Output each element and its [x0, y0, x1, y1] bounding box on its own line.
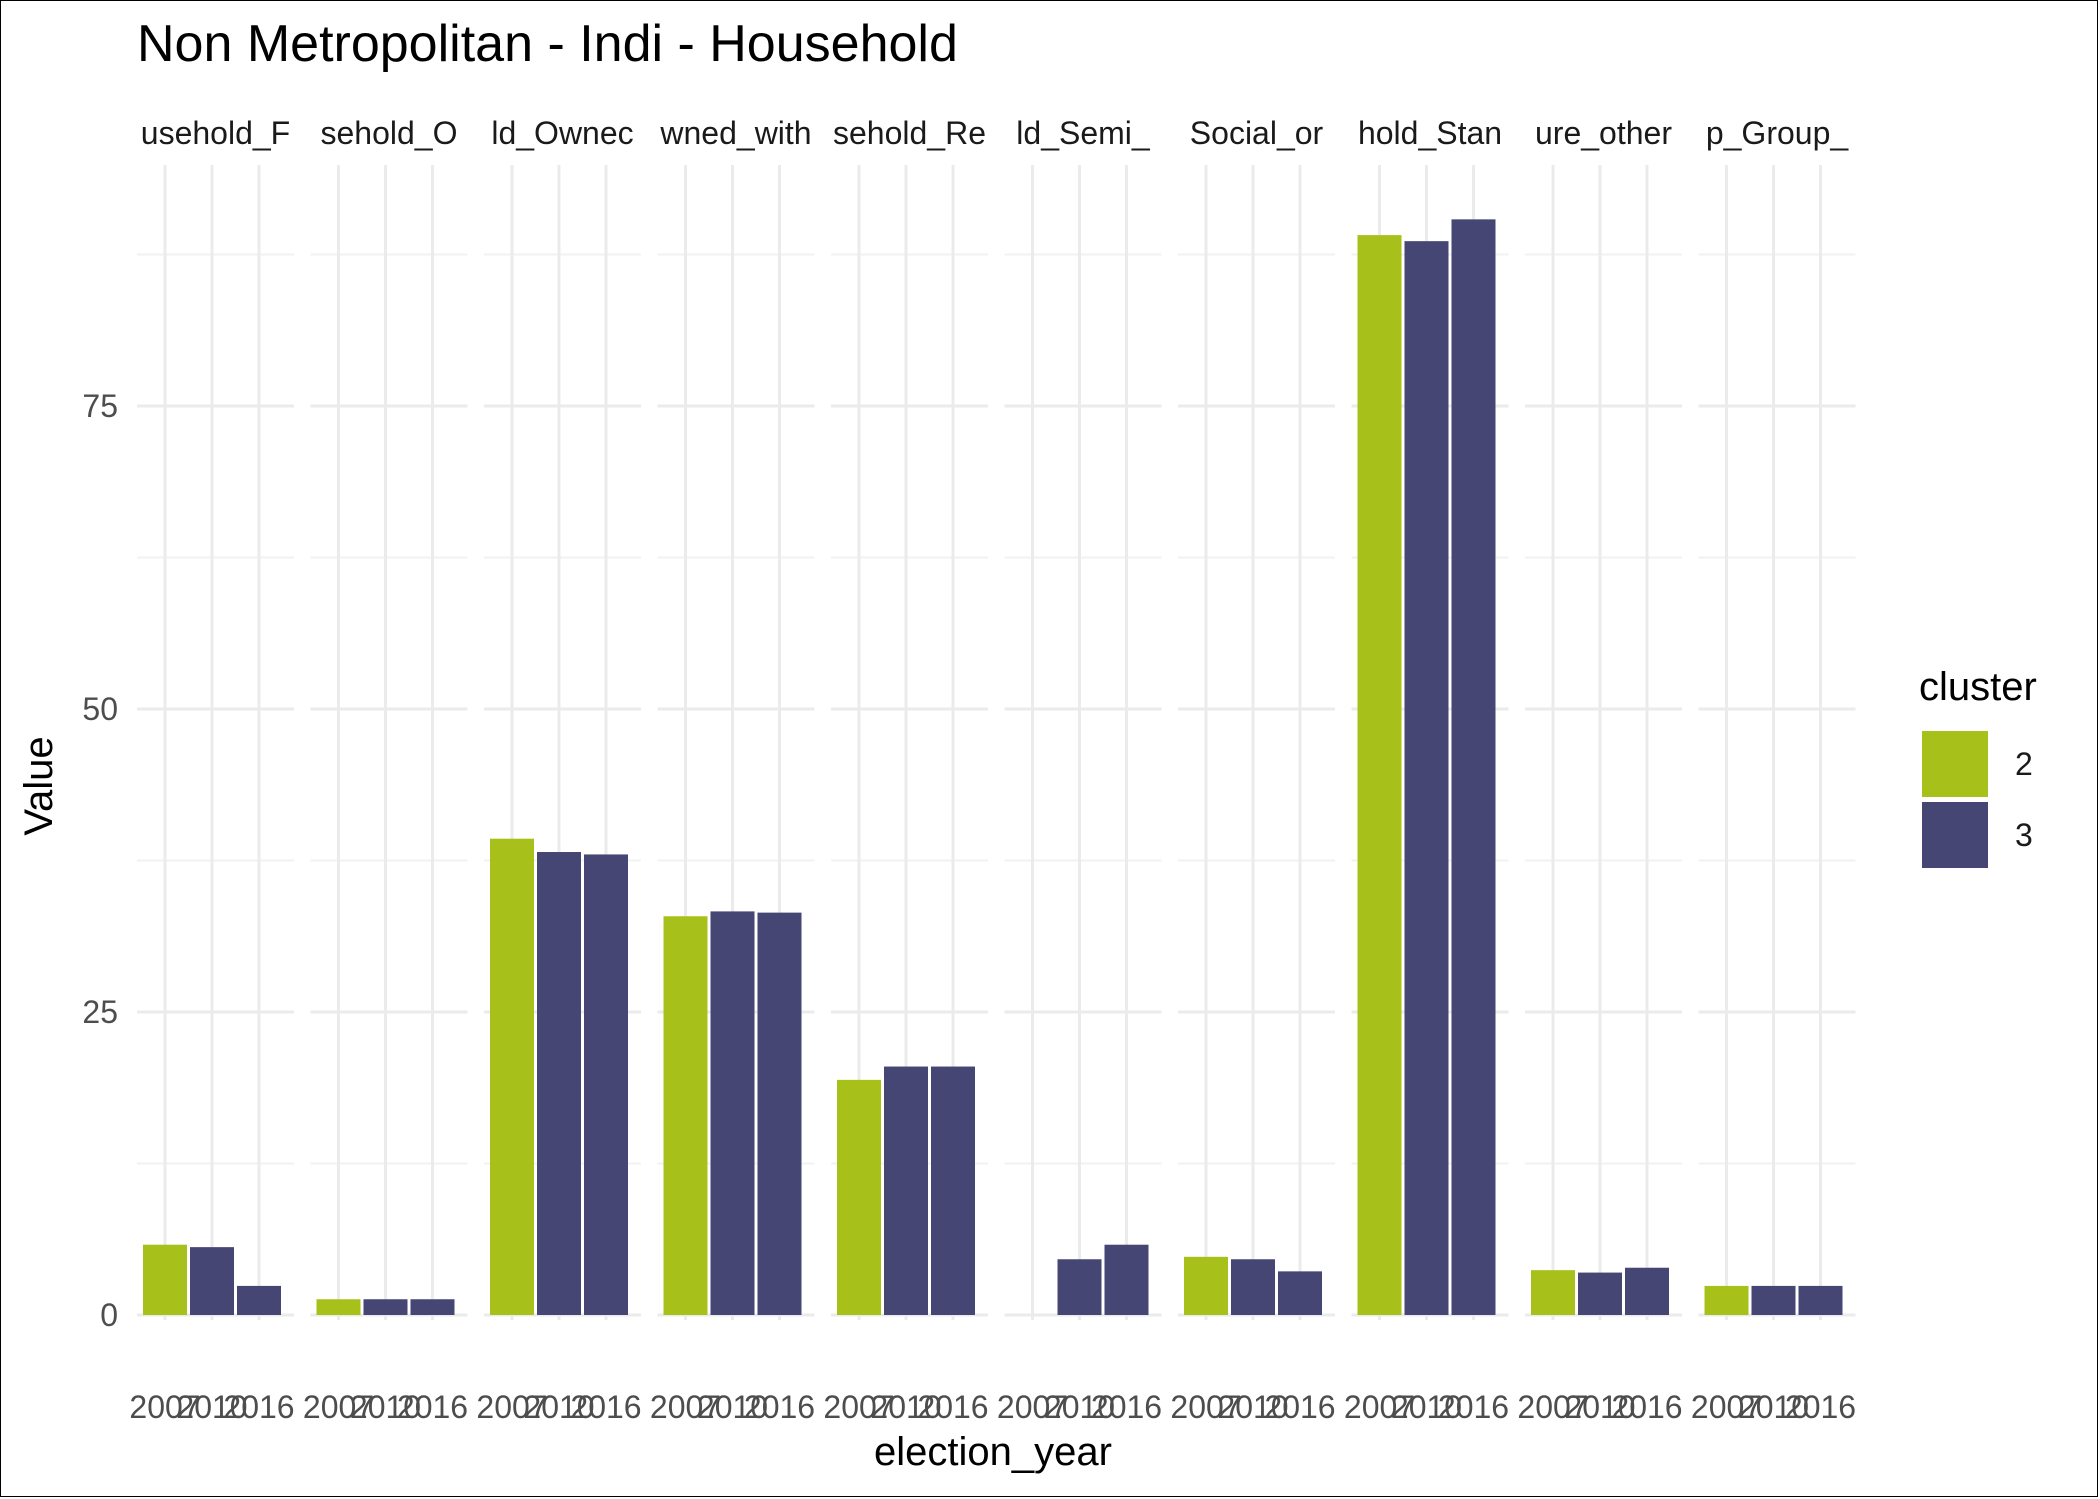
- bar: [1578, 1272, 1622, 1315]
- facet-strip-label: sehold_Re: [833, 115, 986, 151]
- x-tick-label: 2016: [1438, 1389, 1509, 1425]
- bar: [1184, 1256, 1228, 1315]
- facet-strip-label: hold_Stan: [1358, 115, 1502, 151]
- x-tick-label: 2010: [1217, 1389, 1288, 1425]
- legend-label-cluster-2: 2: [2015, 746, 2033, 782]
- bar: [1357, 235, 1402, 1315]
- x-tick-label: 2007: [1691, 1389, 1762, 1425]
- bar: [237, 1285, 281, 1315]
- bar: [490, 838, 534, 1315]
- bar: [1057, 1259, 1102, 1315]
- facet-panels: usehold_F200720102016sehold_O20072010201…: [129, 115, 1856, 1425]
- x-tick-label: 2016: [223, 1389, 294, 1425]
- bar: [190, 1247, 234, 1315]
- x-tick-label: 2016: [570, 1389, 641, 1425]
- bar: [1231, 1259, 1275, 1315]
- bar: [1751, 1285, 1796, 1315]
- bar: [1104, 1244, 1149, 1315]
- bar: [757, 912, 802, 1315]
- bar: [1451, 219, 1496, 1315]
- y-tick-label: 25: [82, 994, 118, 1030]
- x-tick-label: 2010: [523, 1389, 594, 1425]
- x-tick-label: 2007: [1344, 1389, 1415, 1425]
- x-tick-label: 2010: [697, 1389, 768, 1425]
- legend-title: cluster: [1919, 665, 2037, 709]
- bar: [537, 852, 581, 1315]
- x-tick-label: 2010: [1044, 1389, 1115, 1425]
- bar: [1278, 1271, 1322, 1315]
- facet-strip-label: usehold_F: [141, 115, 290, 151]
- bar: [316, 1299, 361, 1315]
- x-tick-label: 2010: [870, 1389, 941, 1425]
- y-axis-title: Value: [17, 736, 61, 835]
- facet-strip-label: ld_Semi_: [1016, 115, 1151, 151]
- facet-strip-label: ld_Ownec: [491, 115, 633, 151]
- x-tick-label: 2016: [1785, 1389, 1856, 1425]
- x-tick-label: 2007: [1170, 1389, 1241, 1425]
- bar: [663, 916, 708, 1315]
- bar: [584, 854, 628, 1315]
- x-tick-label: 2007: [1517, 1389, 1588, 1425]
- facet-strip-label: wned_with: [659, 115, 811, 151]
- x-tick-label: 2010: [176, 1389, 247, 1425]
- bar: [1404, 241, 1449, 1316]
- x-tick-label: 2016: [397, 1389, 468, 1425]
- x-tick-label: 2007: [650, 1389, 721, 1425]
- y-axis: 0 25 50 75: [82, 388, 118, 1333]
- bar: [1704, 1285, 1749, 1315]
- bar: [1798, 1285, 1843, 1315]
- facet-strip-label: Social_or: [1190, 115, 1324, 151]
- x-tick-label: 2010: [1738, 1389, 1809, 1425]
- bar: [884, 1066, 928, 1315]
- legend-key-cluster-2: [1922, 731, 1988, 797]
- y-tick-label: 75: [82, 388, 118, 424]
- facet-strip-label: sehold_O: [321, 115, 458, 151]
- x-tick-label: 2016: [1264, 1389, 1335, 1425]
- bar: [363, 1299, 408, 1315]
- bar: [143, 1244, 187, 1315]
- bar: [1531, 1270, 1575, 1315]
- facet-strip-label: ure_other: [1535, 115, 1672, 151]
- x-tick-label: 2007: [129, 1389, 200, 1425]
- x-tick-label: 2016: [1091, 1389, 1162, 1425]
- legend-key-cluster-3: [1922, 802, 1988, 868]
- bar: [710, 911, 755, 1315]
- x-tick-label: 2016: [1611, 1389, 1682, 1425]
- bar: [931, 1066, 975, 1315]
- x-tick-label: 2007: [823, 1389, 894, 1425]
- chart-title: Non Metropolitan - Indi - Household: [137, 15, 958, 73]
- x-tick-label: 2016: [744, 1389, 815, 1425]
- x-tick-label: 2010: [350, 1389, 421, 1425]
- x-tick-label: 2007: [997, 1389, 1068, 1425]
- bar: [837, 1079, 881, 1315]
- y-tick-label: 50: [82, 691, 118, 727]
- x-tick-label: 2007: [476, 1389, 547, 1425]
- bar: [1625, 1267, 1669, 1315]
- x-tick-label: 2010: [1564, 1389, 1635, 1425]
- x-tick-label: 2007: [303, 1389, 374, 1425]
- x-axis-title: election_year: [874, 1430, 1112, 1474]
- x-tick-label: 2010: [1391, 1389, 1462, 1425]
- x-tick-label: 2016: [917, 1389, 988, 1425]
- y-tick-label: 0: [100, 1297, 118, 1333]
- bar: [410, 1299, 455, 1315]
- facet-strip-label: p_Group_: [1706, 115, 1850, 151]
- legend: cluster 2 3: [1919, 665, 2037, 868]
- legend-label-cluster-3: 3: [2015, 817, 2033, 853]
